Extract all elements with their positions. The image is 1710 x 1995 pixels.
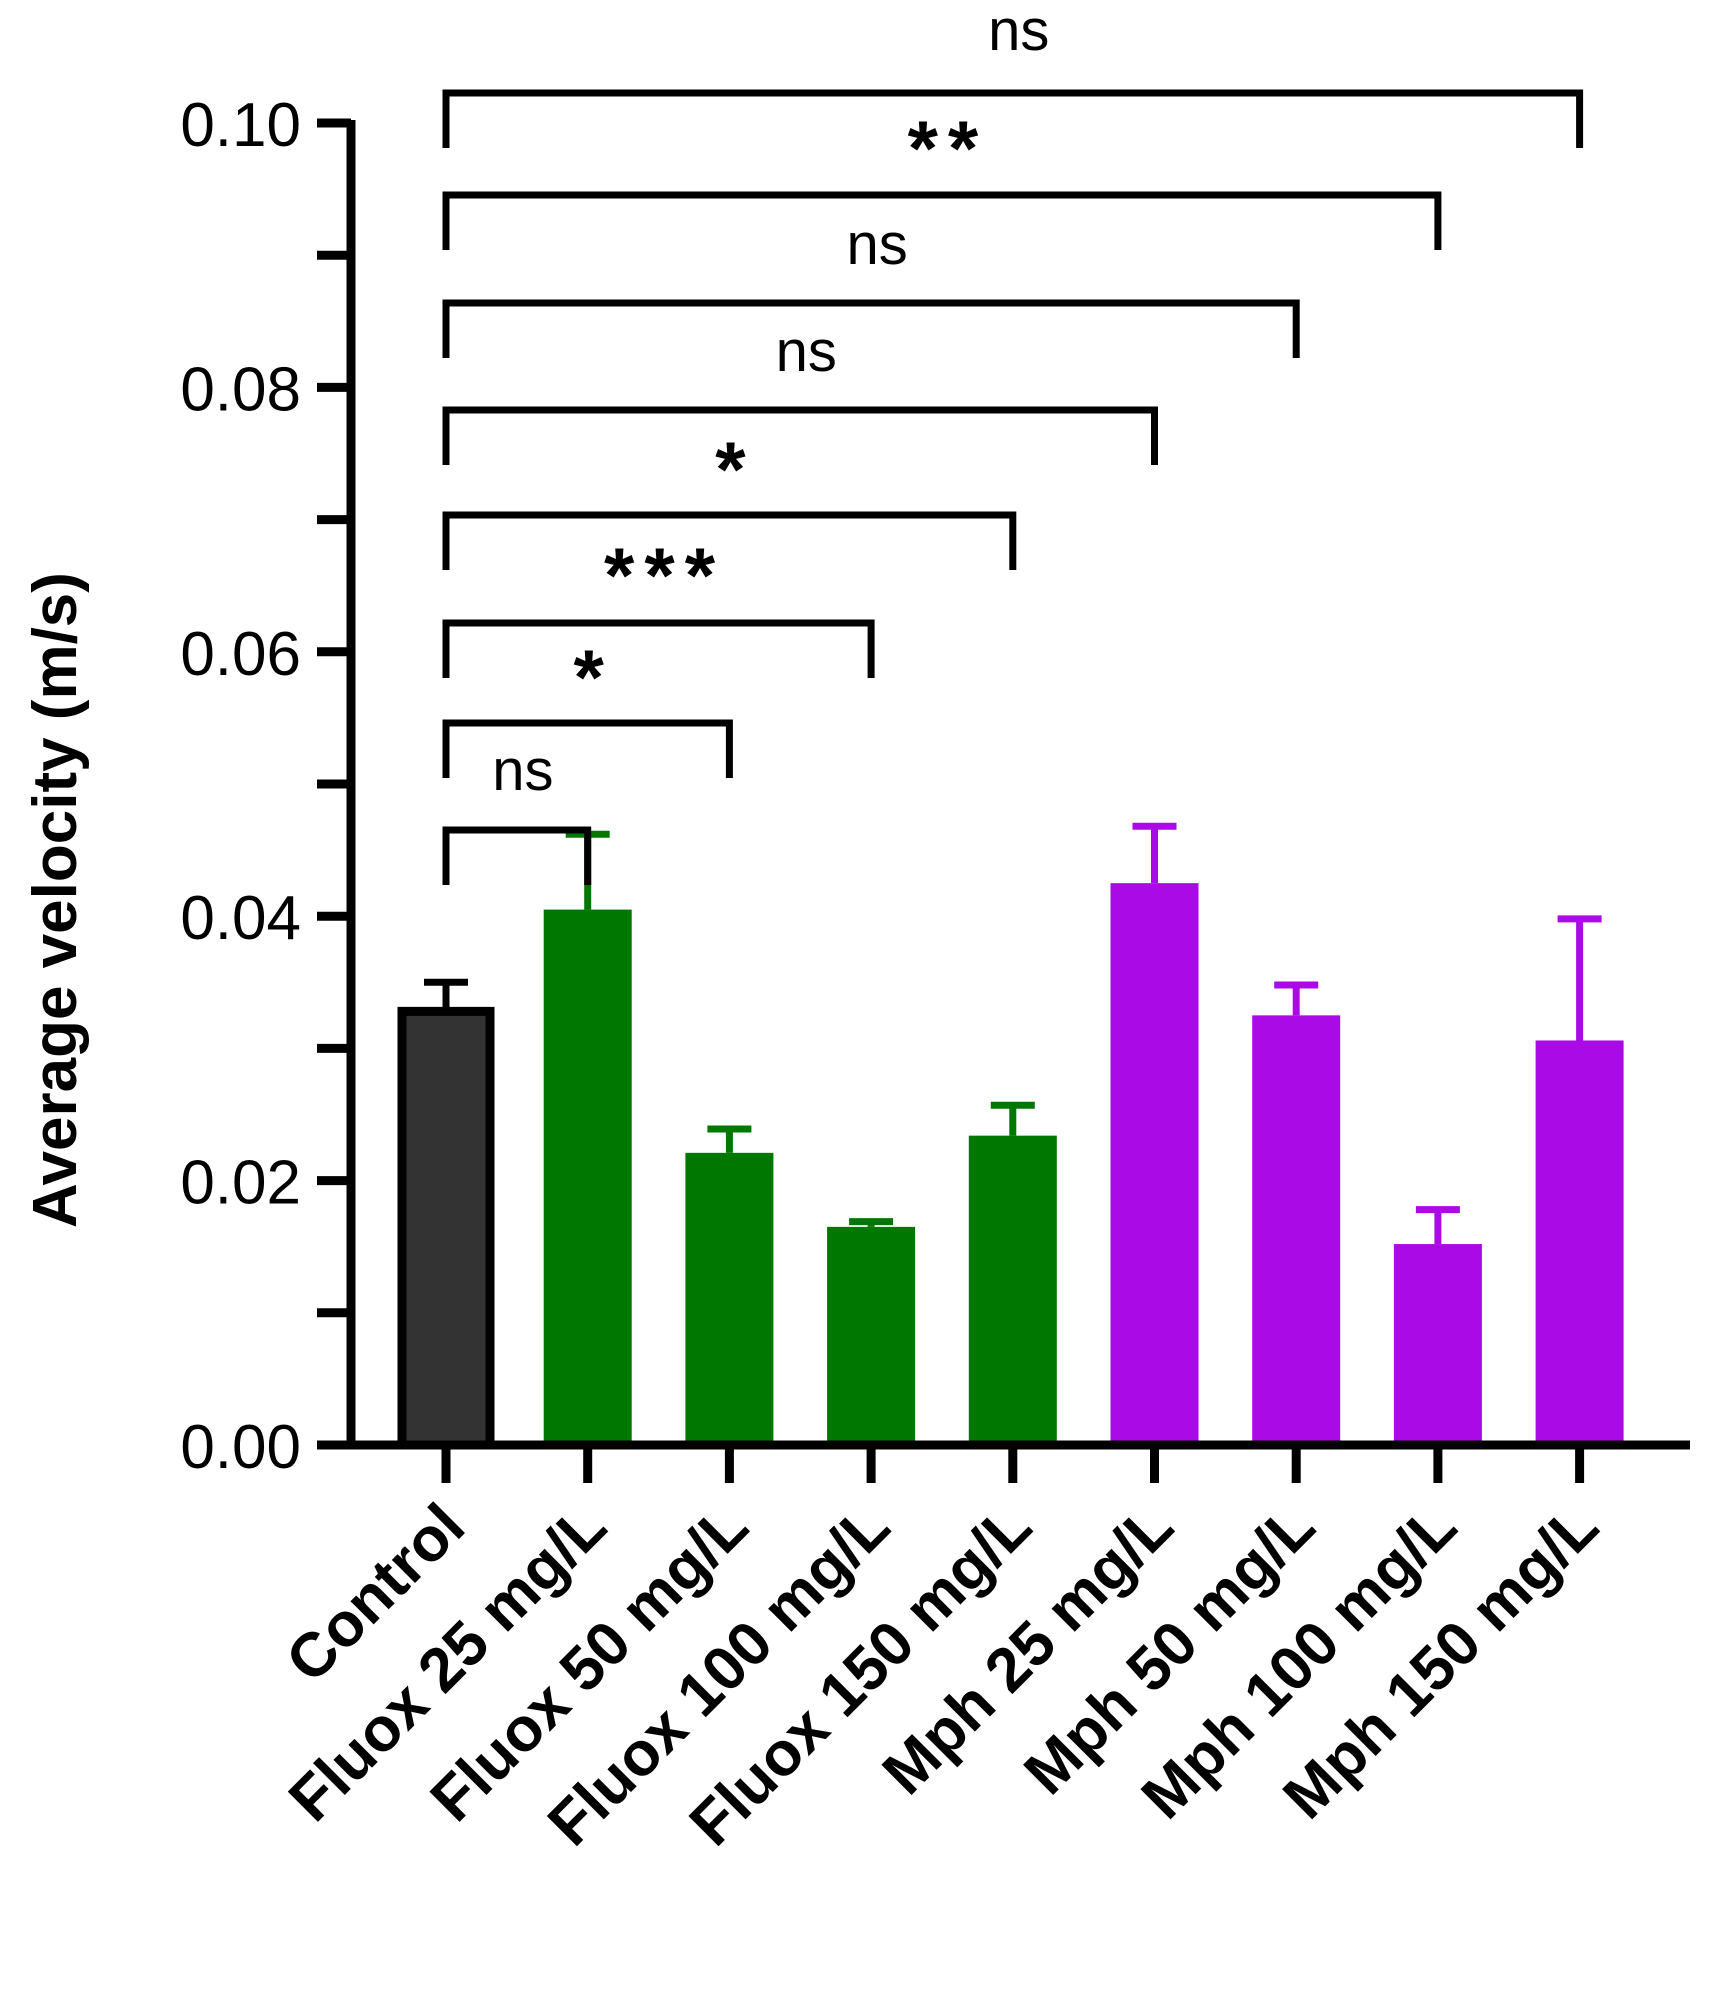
significance-label-1: * [574, 633, 614, 721]
significance-label-6: ** [908, 104, 989, 192]
bar-0 [397, 1006, 495, 1450]
significance-bracket-5 [442, 299, 1300, 358]
y-ticks-group: 0.00 0.02 0.04 0.06 0.08 0.10 [180, 91, 351, 1482]
significance-bracket-6 [442, 191, 1442, 250]
y-tick-label-1: 0.02 [180, 1149, 301, 1218]
bar-7 [1393, 1244, 1482, 1445]
bar-5 [1110, 883, 1199, 1445]
bar-1 [543, 909, 632, 1445]
significance-label-7: ns [988, 0, 1049, 63]
y-tick-label-5: 0.10 [180, 91, 301, 160]
significance-label-2: *** [604, 531, 725, 619]
significance-bracket-0 [442, 826, 592, 885]
significance-label-4: ns [776, 319, 837, 384]
significance-bracket-1 [442, 719, 733, 778]
bar-8 [1535, 1040, 1624, 1445]
significance-label-0: ns [492, 738, 553, 803]
y-tick-label-3: 0.06 [180, 620, 301, 689]
bar-3 [827, 1226, 916, 1445]
significance-label-5: ns [846, 212, 907, 277]
bar-4 [968, 1135, 1057, 1445]
y-axis-label: Average velocity (m/s) [21, 572, 90, 1228]
significance-bracket-3 [442, 511, 1017, 570]
y-tick-label-4: 0.08 [180, 355, 301, 424]
significance-bracket-2 [442, 619, 875, 678]
bars-group [397, 883, 1624, 1450]
bar-2 [685, 1152, 774, 1445]
bar-6 [1252, 1015, 1341, 1445]
error-bars-group [424, 822, 1602, 1245]
significance-bracket-7 [442, 89, 1584, 148]
y-tick-label-0: 0.00 [180, 1413, 301, 1482]
significance-label-3: * [715, 425, 755, 513]
significance-bracket-4 [442, 406, 1158, 465]
y-tick-label-2: 0.04 [180, 884, 301, 953]
